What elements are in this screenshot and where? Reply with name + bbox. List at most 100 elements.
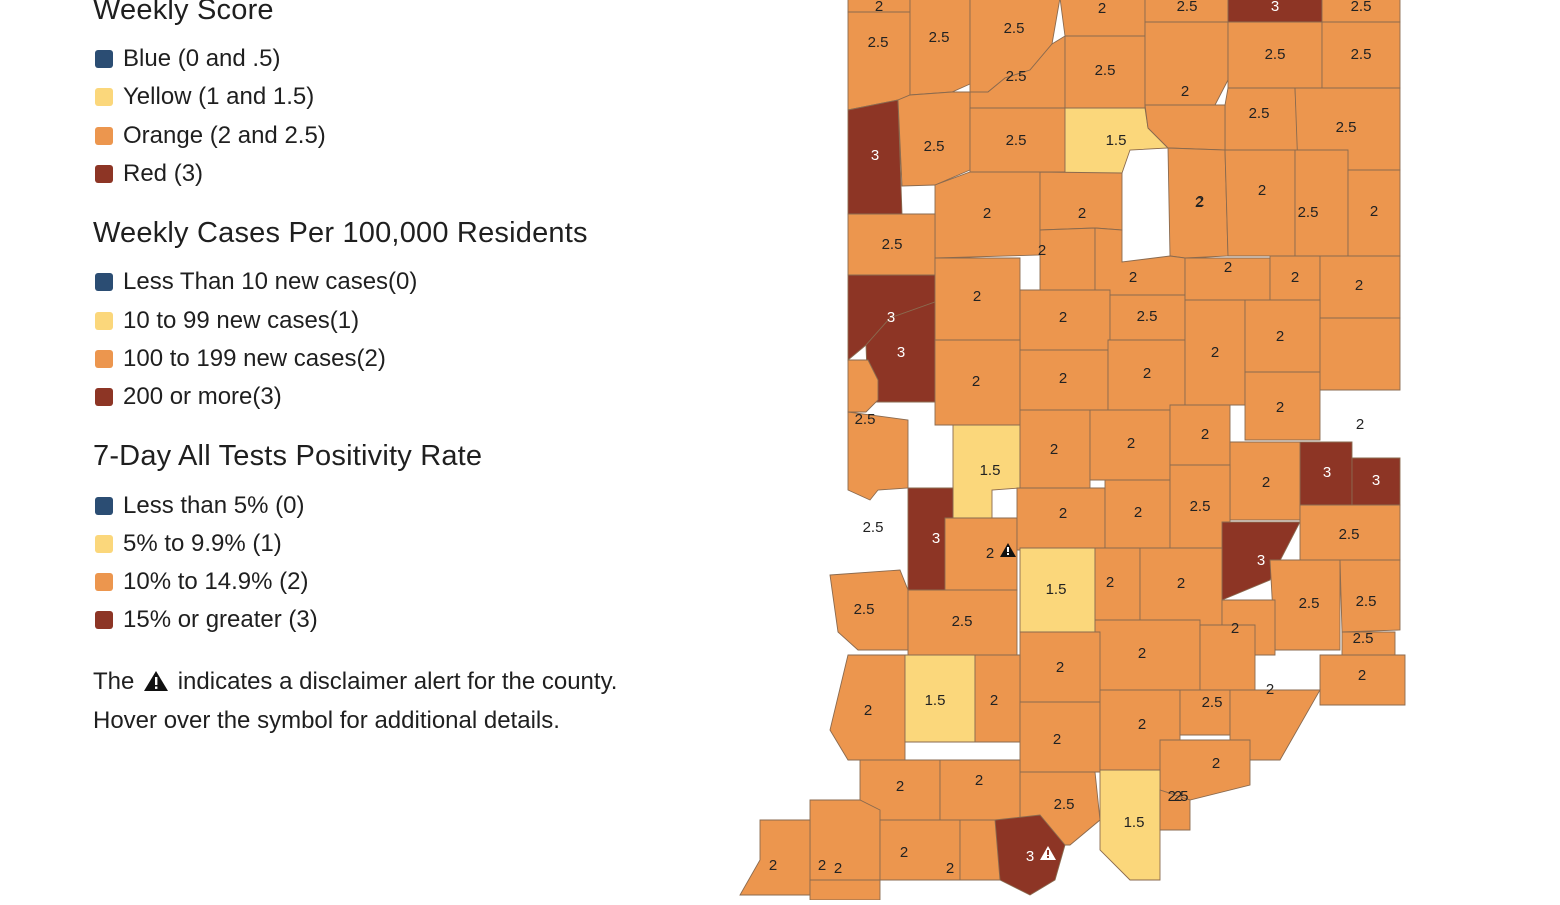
county[interactable]: [1229, 689, 1321, 761]
county-shape[interactable]: [909, 0, 971, 96]
legend-item: Orange (2 and 2.5): [93, 117, 733, 155]
warning-triangle-icon: [144, 670, 169, 691]
county[interactable]: [1294, 149, 1349, 257]
county-score-label: 2: [896, 778, 904, 795]
county-shape[interactable]: [939, 759, 1021, 821]
county[interactable]: [1244, 371, 1321, 441]
county[interactable]: [847, 11, 911, 111]
county-score-label: 2: [1195, 194, 1203, 211]
county-score-label: 2.5: [1249, 105, 1270, 122]
county-shape[interactable]: [1167, 147, 1229, 259]
county-shape[interactable]: [1039, 227, 1096, 291]
county-score-label: 2: [1181, 83, 1189, 100]
county-shape[interactable]: [1224, 149, 1296, 257]
county[interactable]: [1099, 769, 1161, 881]
county-score-label: 2.5: [924, 138, 945, 155]
county-shape[interactable]: [1229, 689, 1321, 761]
legend-swatch: [95, 126, 113, 145]
county[interactable]: [1094, 619, 1201, 691]
county-score-label: 2: [1266, 681, 1274, 698]
county-score-label: 2: [1212, 755, 1220, 772]
legend-section-positivity: 7-Day All Tests Positivity Rate Less tha…: [93, 438, 733, 639]
county-shape[interactable]: [1294, 149, 1349, 257]
county-score-label: 2.5: [863, 519, 884, 536]
county[interactable]: [1199, 624, 1256, 691]
legend-item: 10 to 99 new cases(1): [93, 301, 733, 339]
county-shape[interactable]: [959, 819, 1001, 881]
county-score-label: 3: [887, 309, 895, 326]
county-shape[interactable]: [847, 11, 911, 111]
county-shape[interactable]: [847, 411, 909, 501]
county-shape[interactable]: [1199, 624, 1256, 691]
county[interactable]: [1144, 21, 1229, 106]
legend-title: 7-Day All Tests Positivity Rate: [93, 440, 483, 473]
county[interactable]: [1039, 227, 1096, 291]
county-score-label: 2.5: [854, 601, 875, 618]
county[interactable]: [739, 819, 811, 896]
county[interactable]: [994, 814, 1066, 896]
county-score-label: 2.5: [1004, 20, 1025, 37]
legend-swatch: [95, 349, 113, 368]
legend-swatch: [95, 573, 113, 592]
legend-swatch: [95, 273, 113, 292]
county-shape[interactable]: [994, 814, 1066, 896]
county-shape[interactable]: [1094, 619, 1201, 691]
county[interactable]: [959, 819, 1001, 881]
county-score-label: 3: [897, 344, 905, 361]
county-score-label: 2: [1224, 259, 1232, 276]
county[interactable]: [909, 0, 971, 96]
county-score-label: 2.5: [1177, 0, 1198, 15]
legend-swatch: [95, 611, 113, 630]
legend-swatch: [95, 50, 113, 69]
county-shape[interactable]: [1099, 769, 1161, 881]
county-shape[interactable]: [1094, 547, 1141, 621]
county[interactable]: [1167, 147, 1229, 259]
county-score-label: 2.5: [882, 236, 903, 253]
legend-title: Weekly Cases Per 100,000 Residents: [93, 217, 588, 250]
county-score-label: 2: [1059, 309, 1067, 326]
county[interactable]: [1319, 317, 1401, 391]
county-shape[interactable]: [1144, 21, 1229, 106]
county[interactable]: [939, 759, 1021, 821]
county-score-label: 2: [900, 844, 908, 861]
alert-triangle-icon[interactable]: [1040, 846, 1056, 860]
county[interactable]: [1094, 547, 1141, 621]
county-score-label: 2: [1050, 441, 1058, 458]
county-score-label: 2: [1358, 667, 1366, 684]
county[interactable]: [1319, 654, 1406, 706]
legend-section-weekly-cases: Weekly Cases Per 100,000 Residents Less …: [93, 215, 733, 416]
county-score-label: 2: [1129, 269, 1137, 286]
county[interactable]: [1159, 789, 1191, 831]
county-score-label: 2: [946, 860, 954, 877]
county-score-label: 2.5: [1351, 0, 1372, 15]
county-shape[interactable]: [1244, 371, 1321, 441]
county-score-label: 2: [1276, 328, 1284, 345]
county-shape[interactable]: [1319, 654, 1406, 706]
county-score-label: 2: [1078, 205, 1086, 222]
county-score-label: 2: [973, 288, 981, 305]
county-score-label: 2.5: [952, 613, 973, 630]
county-shape[interactable]: [809, 879, 881, 901]
county-shape[interactable]: [1319, 317, 1401, 391]
county[interactable]: [1339, 559, 1401, 633]
legend-item: Less Than 10 new cases(0): [93, 263, 733, 301]
county-shape[interactable]: [1159, 789, 1191, 831]
alert-triangle-icon[interactable]: [1000, 543, 1016, 557]
county[interactable]: [1224, 149, 1296, 257]
county-score-label: 1.5: [925, 692, 946, 709]
county-score-label: 2: [864, 702, 872, 719]
county-score-label: 2: [1211, 344, 1219, 361]
county-score-label: 2.5: [1006, 68, 1027, 85]
county-score-label: 2: [1143, 365, 1151, 382]
county-score-label: 2: [975, 772, 983, 789]
county-score-label: 2.5: [1265, 46, 1286, 63]
legend-item: 10% to 14.9% (2): [93, 563, 733, 601]
disclaimer-note-line2: Hover over the symbol for additional det…: [93, 706, 560, 734]
county-map-svg: 2 2.5 3 2.5 2.5 2.5 2.5 2.5 2 2.5 2.5 3 2.5 2 1.5 2.5 2.…: [739, 0, 1406, 901]
county[interactable]: [847, 411, 909, 501]
county-shape[interactable]: [1339, 559, 1401, 633]
legend-item: 200 or more(3): [93, 378, 733, 416]
county[interactable]: [809, 879, 881, 901]
county-shape[interactable]: [739, 819, 811, 896]
county-score-label: 2: [1038, 242, 1046, 259]
